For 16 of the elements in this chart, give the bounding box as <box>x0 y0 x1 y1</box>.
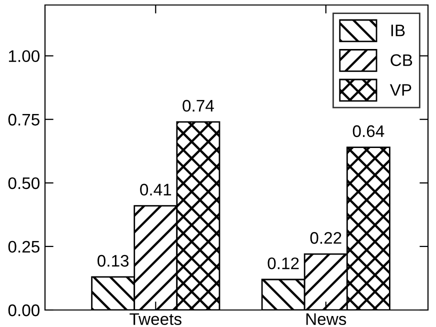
y-tick-label: 0.00 <box>8 304 40 316</box>
data-label: 0.41 <box>140 184 172 196</box>
y-tick-label: 0.75 <box>8 114 40 126</box>
data-label: 0.13 <box>98 254 129 267</box>
x-tick-label: News <box>306 313 346 326</box>
y-tick-label: 0.50 <box>8 177 40 190</box>
data-label: 0.22 <box>310 232 342 244</box>
data-label: 0.74 <box>182 100 214 112</box>
data-label: 0.64 <box>352 125 384 138</box>
legend-label: IB <box>391 24 405 36</box>
y-tick-label: 1.00 <box>8 50 40 62</box>
x-tick-label: Tweets <box>130 313 182 326</box>
legend-label: VP <box>390 84 412 96</box>
y-tick-label: 0.25 <box>8 240 40 253</box>
data-label: 0.12 <box>268 257 299 270</box>
legend-label: CB <box>390 54 412 66</box>
